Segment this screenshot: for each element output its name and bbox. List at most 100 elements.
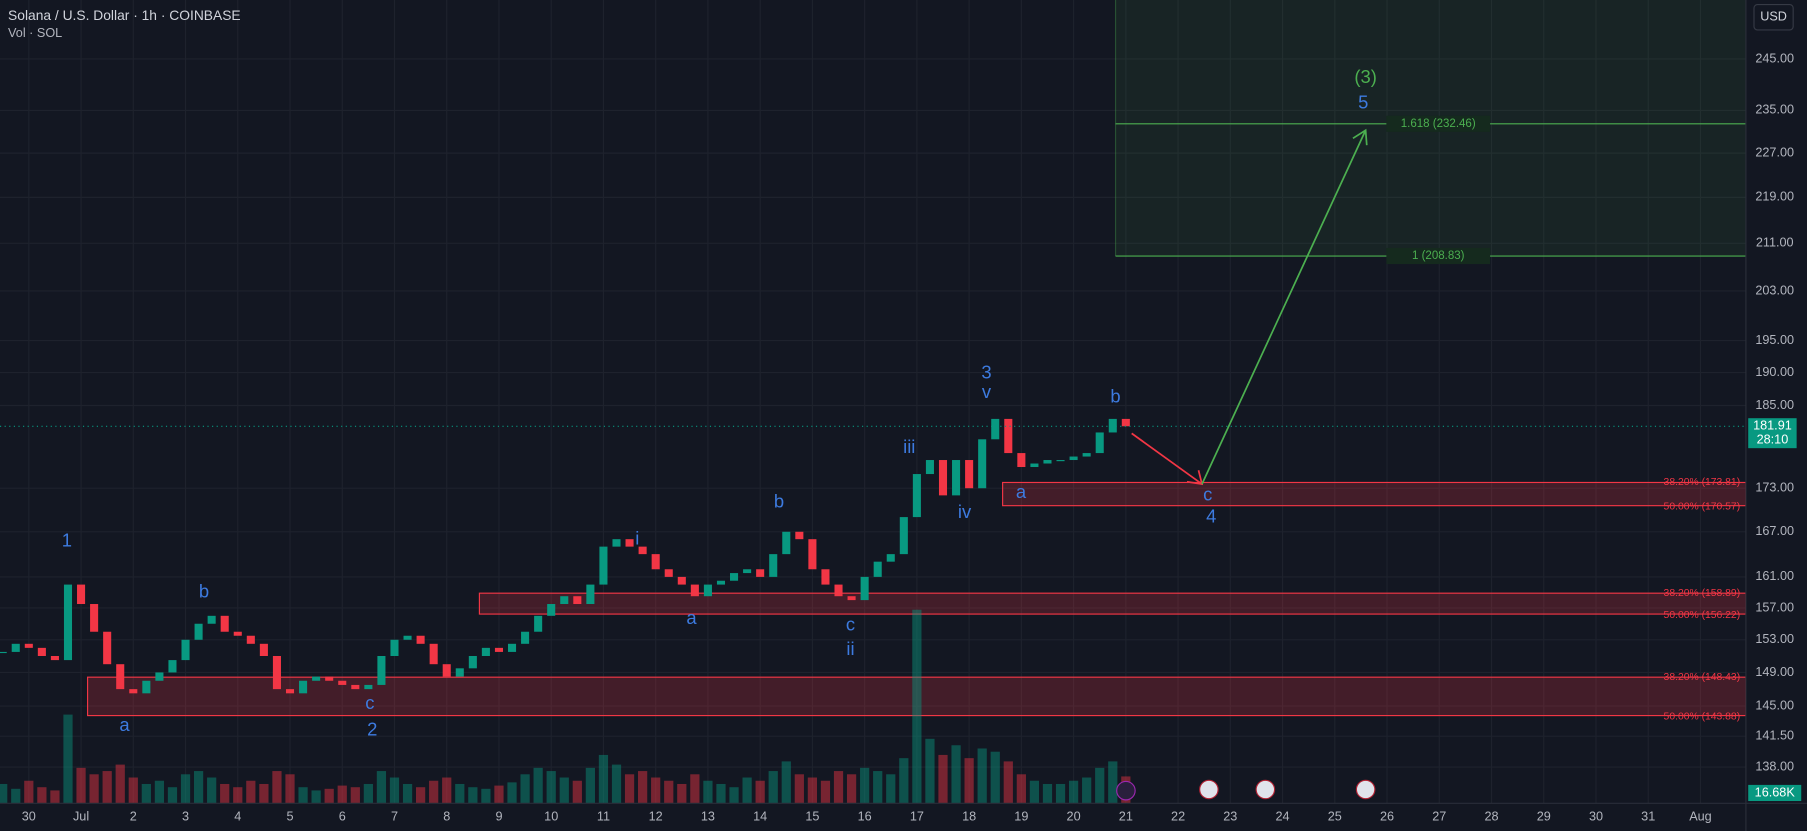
wave-label: 4 bbox=[1206, 505, 1216, 526]
volume-bar bbox=[1029, 780, 1040, 804]
last-volume: 16.68K bbox=[1755, 785, 1796, 799]
candle bbox=[1069, 456, 1078, 461]
volume-bar bbox=[664, 780, 674, 804]
wave-label: 5 bbox=[1358, 92, 1368, 113]
candle bbox=[873, 561, 882, 577]
candle bbox=[547, 604, 556, 616]
wave-label: a bbox=[686, 607, 697, 628]
x-tick-label: 6 bbox=[339, 810, 346, 824]
volume-bar bbox=[977, 748, 987, 804]
candle bbox=[194, 623, 203, 640]
candle bbox=[1082, 453, 1091, 457]
x-tick-label: 22 bbox=[1171, 810, 1185, 824]
candle bbox=[285, 689, 295, 694]
candle bbox=[63, 584, 73, 661]
arrow-green bbox=[1201, 129, 1367, 485]
y-tick-label: 153.00 bbox=[1755, 632, 1794, 646]
candle bbox=[638, 546, 647, 555]
event-icon[interactable] bbox=[1199, 779, 1219, 800]
volume-bar bbox=[559, 777, 569, 804]
zones: 1.618 (232.46) 1 (208.83) 38.20% (173.81) 5… bbox=[87, 0, 1747, 722]
wave-label: 3 bbox=[981, 361, 991, 382]
currency[interactable]: USD bbox=[1760, 10, 1787, 24]
volume-bar bbox=[468, 787, 478, 804]
candle bbox=[1056, 460, 1065, 462]
volume-bar bbox=[1042, 783, 1053, 804]
fib-label: 38.20% (173.81) bbox=[1664, 477, 1741, 488]
wave-label: b bbox=[199, 580, 209, 601]
volume-bar bbox=[11, 788, 21, 804]
candle bbox=[703, 584, 712, 597]
event-icon[interactable] bbox=[1355, 779, 1376, 800]
x-tick-label: 9 bbox=[495, 810, 502, 824]
volume-bar bbox=[167, 787, 178, 804]
candle bbox=[769, 554, 778, 577]
candle bbox=[860, 576, 869, 601]
currency-button[interactable] bbox=[1753, 4, 1794, 31]
x-tick-label: 3 bbox=[182, 810, 189, 824]
candle bbox=[938, 460, 948, 496]
volume-bar bbox=[585, 767, 595, 804]
fib-zone bbox=[1002, 481, 1747, 507]
volume-bar bbox=[24, 780, 34, 804]
volume-bar bbox=[742, 777, 752, 804]
candle bbox=[468, 656, 477, 669]
x-tick-label: 30 bbox=[1589, 810, 1603, 824]
volume-bar bbox=[1095, 767, 1105, 804]
y-tick-label: 219.00 bbox=[1755, 190, 1794, 204]
volume-bar bbox=[912, 609, 922, 804]
candle bbox=[246, 635, 255, 644]
candle bbox=[782, 531, 791, 555]
volume-bar bbox=[220, 783, 230, 804]
volume-bar bbox=[259, 783, 269, 804]
x-tick-label: 29 bbox=[1537, 810, 1551, 824]
last-price-box bbox=[1748, 418, 1797, 449]
x-tick-label: 2 bbox=[130, 810, 137, 824]
x-tick-label: 11 bbox=[597, 810, 610, 824]
candle bbox=[299, 680, 308, 694]
volume-bar bbox=[546, 771, 556, 804]
volume-bar bbox=[415, 787, 426, 804]
fib-label: 50.00% (156.22) bbox=[1664, 610, 1741, 621]
candles bbox=[0, 418, 1746, 694]
volume-bar bbox=[298, 787, 308, 804]
candle bbox=[651, 554, 660, 570]
y-tick-label: 161.00 bbox=[1755, 569, 1794, 583]
event-icon[interactable] bbox=[1116, 780, 1136, 801]
volume-bar bbox=[402, 783, 413, 804]
candle bbox=[259, 643, 268, 657]
volume-bar bbox=[624, 774, 635, 804]
y-tick-label: 235.00 bbox=[1755, 103, 1794, 117]
wave-label: v bbox=[982, 381, 992, 402]
volume-bar bbox=[794, 774, 804, 804]
candle bbox=[37, 647, 46, 657]
x-tick-label: 15 bbox=[805, 810, 819, 824]
x-tick-label: Jul bbox=[73, 810, 89, 824]
volume-bar bbox=[781, 761, 791, 804]
wave-label: b bbox=[774, 490, 784, 511]
x-tick-label: 12 bbox=[649, 810, 663, 824]
candle bbox=[899, 517, 908, 555]
fib-label: 38.20% (158.89) bbox=[1664, 588, 1741, 599]
volume-bar bbox=[324, 788, 334, 804]
x-tick-label: 27 bbox=[1432, 810, 1446, 824]
candle bbox=[24, 643, 33, 648]
candle bbox=[233, 631, 242, 636]
volume-bar bbox=[677, 783, 687, 804]
x-tick-label: 7 bbox=[391, 810, 398, 824]
candle bbox=[116, 664, 125, 690]
volume-bar bbox=[1003, 761, 1013, 804]
candle bbox=[338, 680, 347, 685]
event-icon[interactable] bbox=[1255, 779, 1276, 800]
volume-bar bbox=[755, 780, 765, 804]
volume-bar bbox=[690, 774, 700, 804]
arrow-head bbox=[1352, 128, 1368, 146]
candle bbox=[168, 660, 177, 673]
candle bbox=[599, 546, 608, 585]
candle bbox=[325, 676, 334, 681]
volume-bar bbox=[207, 777, 217, 804]
volume-bar bbox=[246, 780, 256, 804]
y-tick-label: 227.00 bbox=[1755, 145, 1794, 159]
wave-label: b bbox=[1110, 386, 1120, 407]
candle bbox=[912, 474, 921, 518]
